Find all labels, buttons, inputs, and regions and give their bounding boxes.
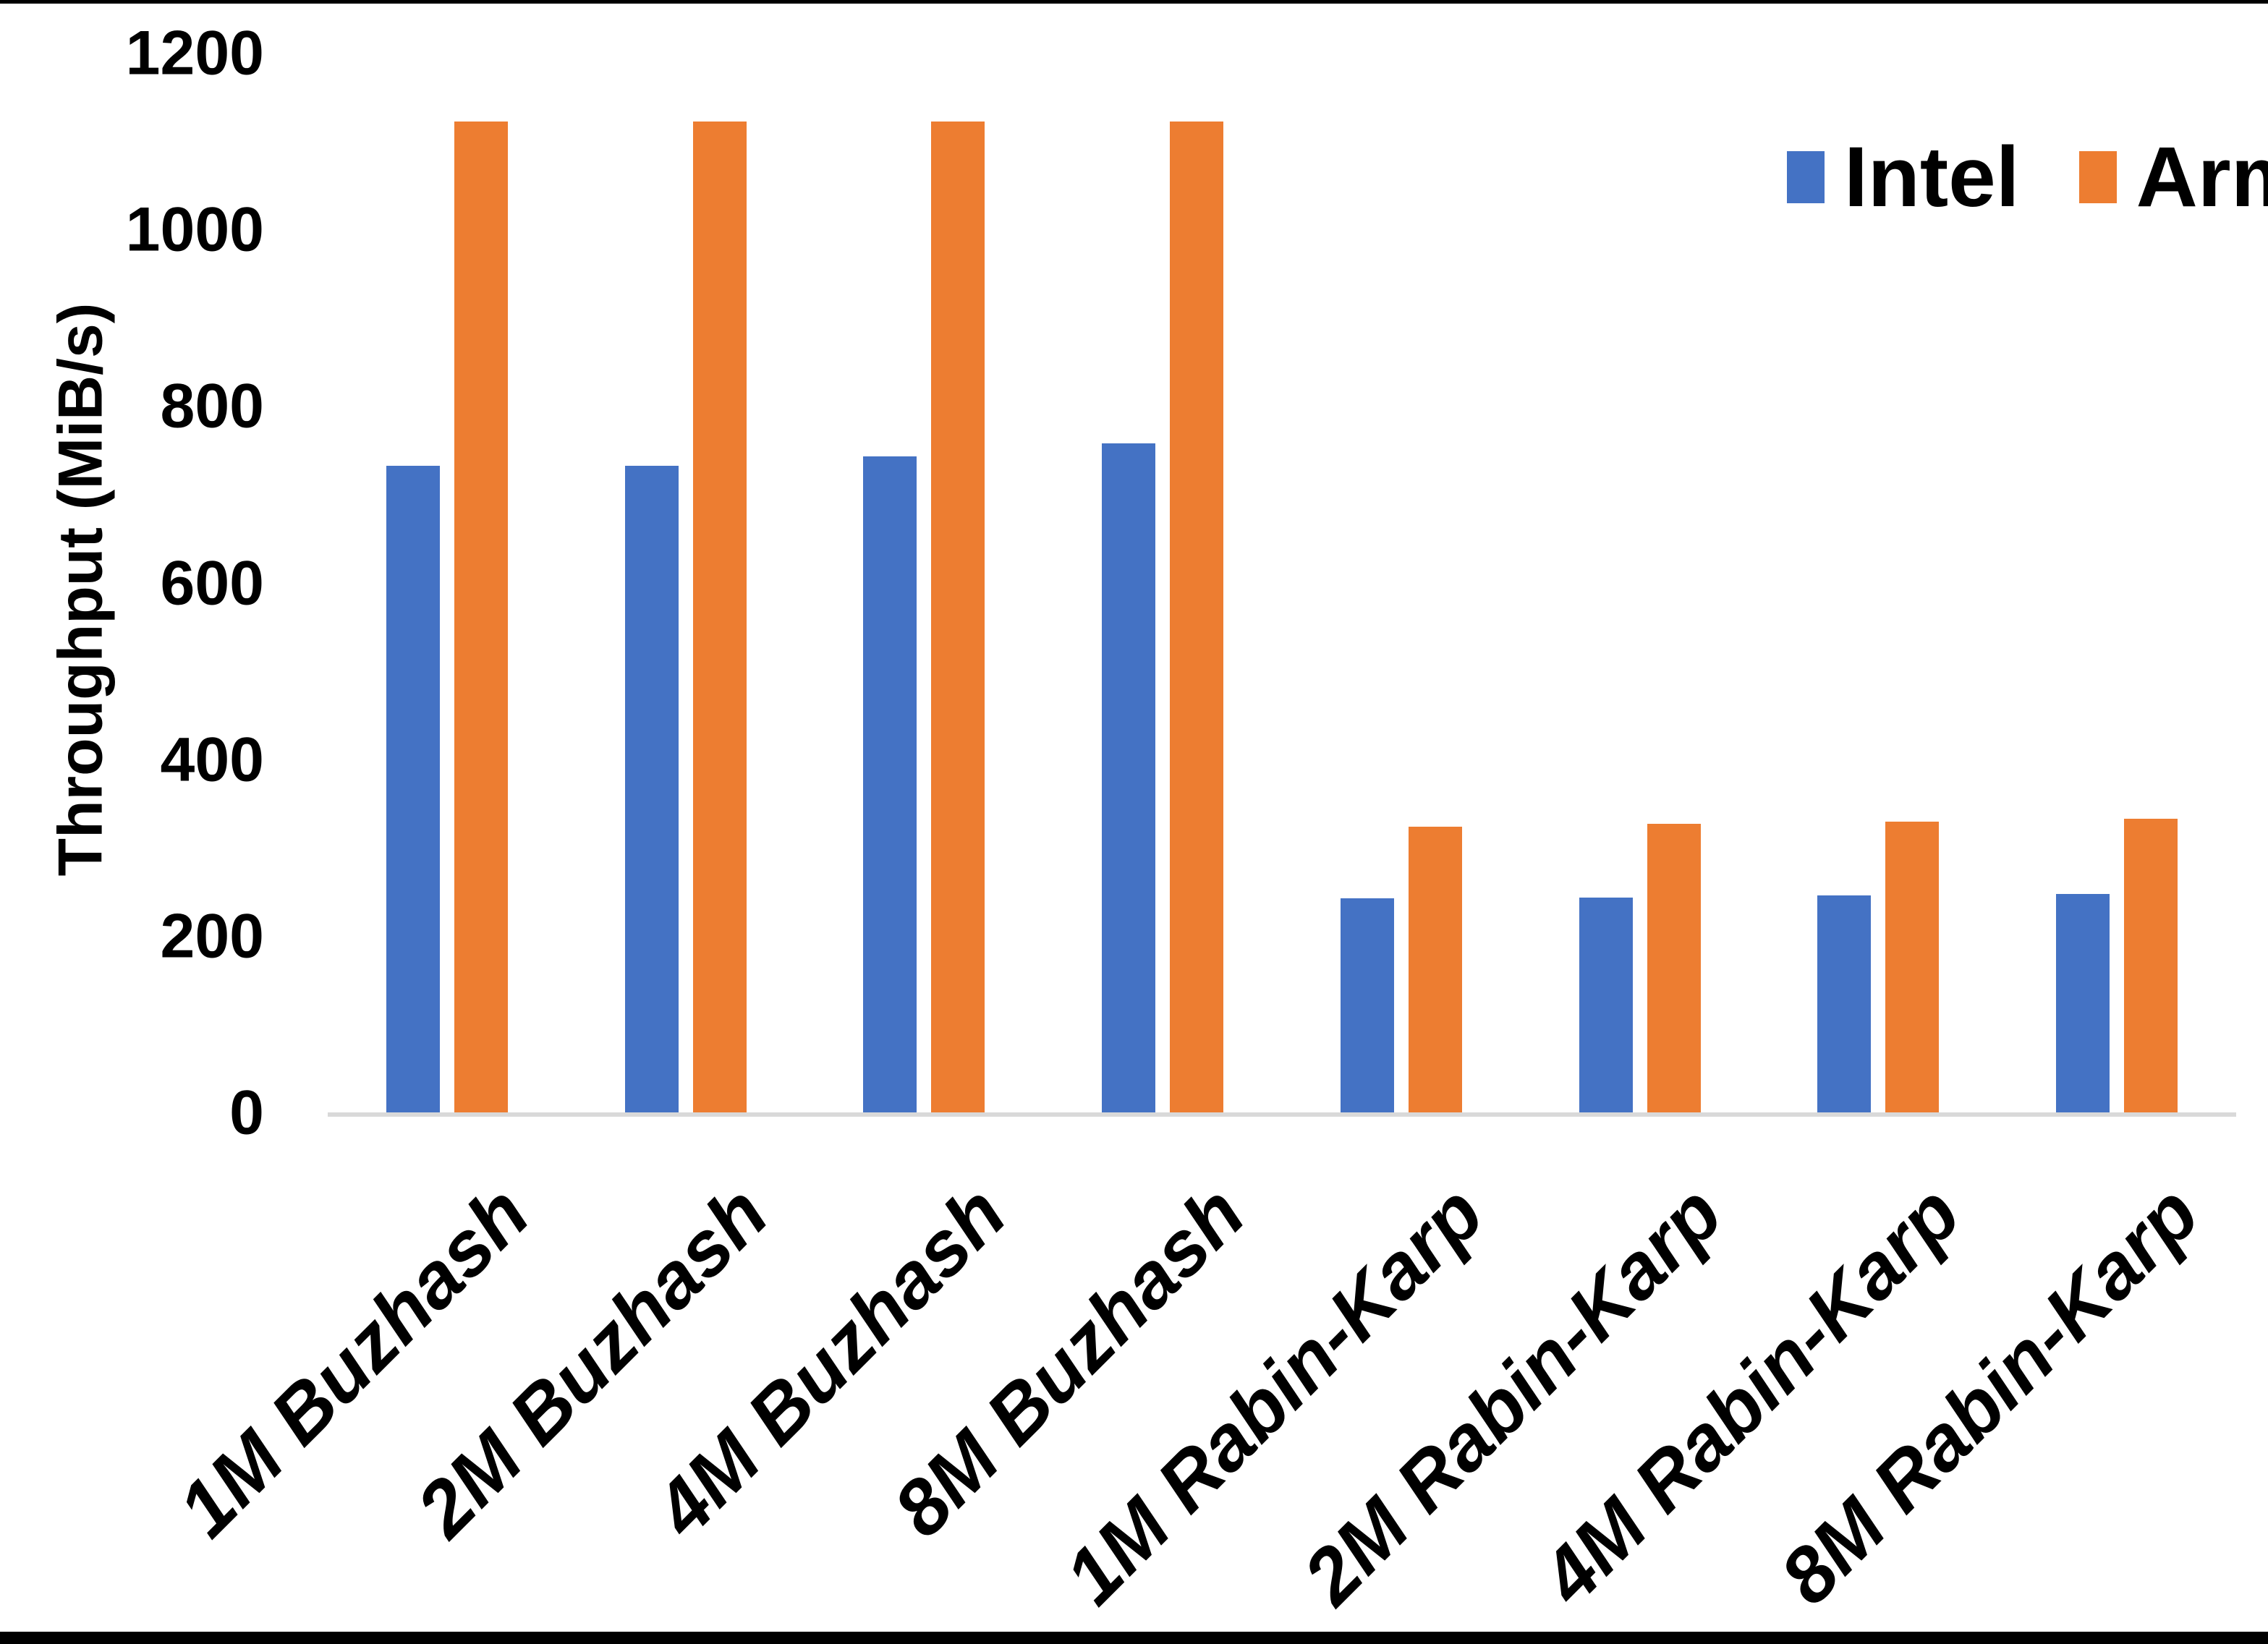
x-tick-label-1m-rabin-karp: 1M Rabin-Karp (1048, 1169, 1500, 1621)
legend-label-intel: Intel (1844, 129, 2020, 225)
bar-intel-8m-rabin-karp (2056, 893, 2110, 1115)
bar-arm-4m-buzhash (931, 121, 985, 1115)
bar-intel-8m-buzhash (1102, 443, 1156, 1115)
y-tick-label-1000: 1000 (125, 195, 264, 265)
bar-intel-4m-buzhash (863, 456, 917, 1115)
top-border (0, 0, 2268, 4)
bar-arm-2m-buzhash (692, 121, 747, 1115)
bar-arm-2m-rabin-karp (1647, 824, 1701, 1115)
bar-intel-4m-rabin-karp (1817, 895, 1872, 1115)
y-axis-title: Throughput (MiB/s) (46, 302, 116, 877)
bar-arm-4m-rabin-karp (1885, 821, 1940, 1115)
x-tick-label-8m-rabin-karp: 8M Rabin-Karp (1763, 1169, 2215, 1621)
bar-intel-1m-buzhash (386, 465, 440, 1115)
bar-intel-2m-buzhash (624, 465, 679, 1115)
bar-arm-1m-buzhash (454, 121, 508, 1115)
y-tick-label-0: 0 (229, 1078, 264, 1148)
y-tick-label-1200: 1200 (125, 18, 264, 88)
legend-marker-arm-icon (2078, 151, 2117, 203)
legend-item-arm: Arm (2078, 129, 2268, 225)
bar-intel-1m-rabin-karp (1340, 898, 1394, 1115)
bar-arm-1m-rabin-karp (1408, 827, 1462, 1115)
y-tick-label-200: 200 (160, 901, 265, 971)
y-tick-label-800: 800 (160, 371, 265, 441)
bar-arm-8m-buzhash (1170, 121, 1224, 1115)
legend-label-arm: Arm (2136, 129, 2268, 225)
x-tick-label-2m-rabin-karp: 2M Rabin-Karp (1286, 1169, 1738, 1621)
legend: IntelArm (1787, 135, 2268, 220)
bar-intel-2m-rabin-karp (1579, 897, 1633, 1115)
bar-arm-8m-rabin-karp (2124, 819, 2178, 1115)
legend-marker-intel-icon (1787, 151, 1825, 203)
y-tick-label-400: 400 (160, 725, 265, 795)
bottom-bar (0, 1632, 2268, 1644)
x-tick-label-4m-rabin-karp: 4M Rabin-Karp (1524, 1169, 1976, 1621)
y-tick-label-600: 600 (160, 548, 265, 618)
legend-item-intel: Intel (1787, 135, 2020, 220)
x-axis-line (328, 1112, 2236, 1117)
